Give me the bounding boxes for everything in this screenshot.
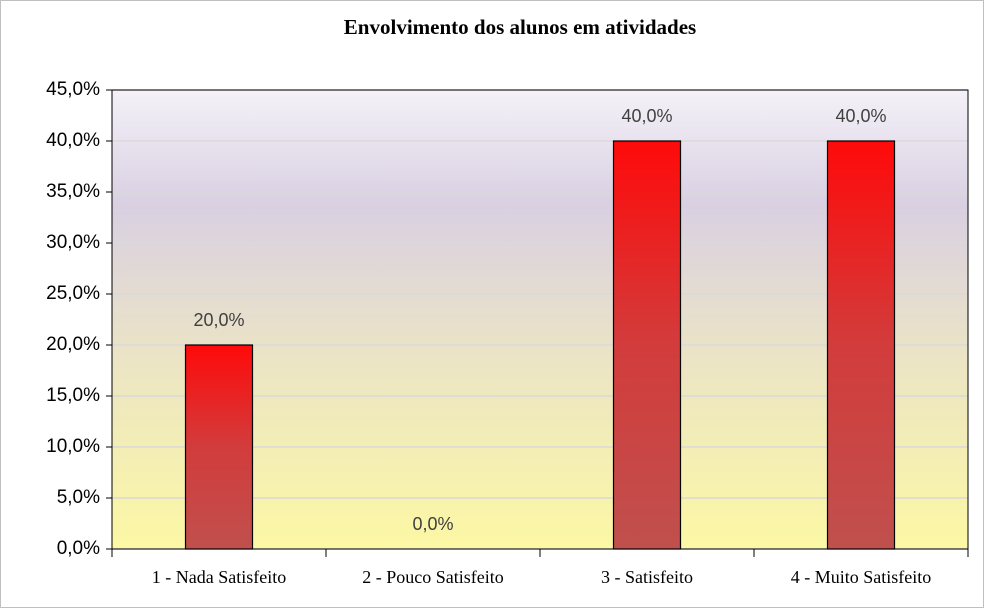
- chart-title: Envolvimento dos alunos em atividades: [344, 15, 696, 39]
- y-tick-label: 45,0%: [46, 79, 100, 100]
- y-tick-label: 15,0%: [46, 385, 100, 406]
- plot-area: [112, 90, 968, 549]
- y-tick-label: 0,0%: [57, 538, 100, 559]
- y-tick-label: 20,0%: [46, 334, 100, 355]
- x-tick-label: 3 - Satisfeito: [601, 567, 693, 587]
- data-label: 20,0%: [193, 310, 244, 330]
- y-tick-label: 25,0%: [46, 283, 100, 304]
- x-tick-label: 2 - Pouco Satisfeito: [362, 567, 504, 587]
- bar: [184, 344, 254, 550]
- data-label: 40,0%: [835, 106, 886, 126]
- bar: [826, 140, 896, 550]
- bar: [612, 140, 682, 550]
- y-tick-label: 30,0%: [46, 232, 100, 253]
- x-tick-label: 4 - Muito Satisfeito: [791, 567, 932, 587]
- y-tick-label: 5,0%: [57, 487, 100, 508]
- y-tick-label: 35,0%: [46, 181, 100, 202]
- data-label: 0,0%: [412, 514, 453, 534]
- y-tick-label: 40,0%: [46, 130, 100, 151]
- data-label: 40,0%: [621, 106, 672, 126]
- y-tick-label: 10,0%: [46, 436, 100, 457]
- x-tick-label: 1 - Nada Satisfeito: [152, 567, 286, 587]
